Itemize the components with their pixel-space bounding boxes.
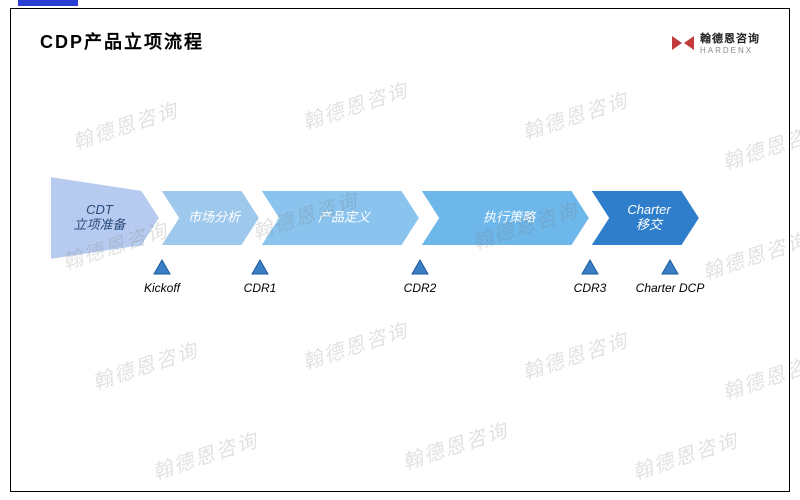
milestone-label-cdr3: CDR3	[574, 281, 607, 295]
milestone-label-kickoff: Kickoff	[144, 281, 182, 295]
stage-label-market-0: 市场分析	[188, 209, 242, 224]
milestone-label-charter_dcp: Charter DCP	[636, 281, 705, 295]
stage-label-prep-0: CDT	[86, 202, 114, 217]
stage-label-exec-0: 执行策略	[483, 209, 537, 224]
milestone-marker-cdr1	[252, 260, 268, 274]
bowtie-icon	[672, 36, 694, 50]
brand-name-en: HARDENX	[700, 46, 760, 55]
milestone-label-cdr2: CDR2	[404, 281, 437, 295]
stage-label-prep-1: 立项准备	[73, 217, 127, 232]
brand-block: 翰德恩咨询 HARDENX	[672, 30, 760, 55]
brand-text: 翰德恩咨询 HARDENX	[700, 30, 760, 55]
stage-label-define-0: 产品定义	[318, 209, 371, 224]
milestone-marker-charter_dcp	[662, 260, 678, 274]
stage-label-charter-0: Charter	[627, 202, 671, 217]
milestone-marker-cdr2	[412, 260, 428, 274]
brand-name-cn: 翰德恩咨询	[700, 30, 760, 46]
milestone-label-cdr1: CDR1	[244, 281, 277, 295]
bowtie-left	[672, 36, 682, 50]
flow-diagram: CDT立项准备 市场分析 产品定义 执行策略 Charter移交 Kickoff CDR1 C…	[50, 190, 750, 330]
flow-svg: CDT立项准备 市场分析 产品定义 执行策略 Charter移交 Kickoff CDR1 C…	[50, 190, 750, 330]
top-accent-bar	[18, 0, 78, 6]
stage-label-charter-1: 移交	[636, 217, 664, 232]
page-title: CDP产品立项流程	[40, 28, 204, 54]
milestone-marker-kickoff	[154, 260, 170, 274]
milestone-marker-cdr3	[582, 260, 598, 274]
bowtie-right	[684, 36, 694, 50]
